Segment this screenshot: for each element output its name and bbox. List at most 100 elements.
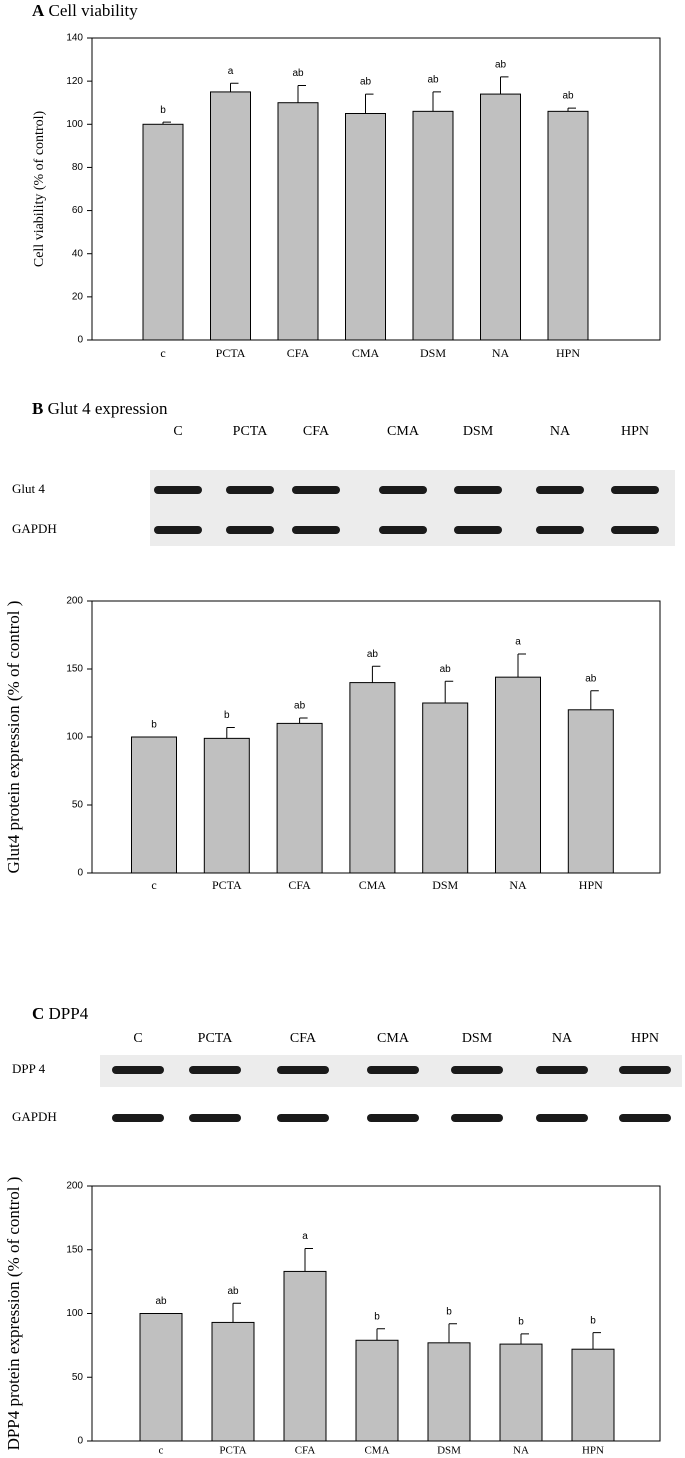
error-bar xyxy=(230,82,239,92)
error-bar xyxy=(448,1323,457,1343)
blot-band xyxy=(536,1066,588,1074)
significance-label: b xyxy=(374,1311,380,1322)
panel-letter: A xyxy=(32,1,45,20)
x-tick-label: CMA xyxy=(359,878,387,892)
y-tick-label: 60 xyxy=(72,205,84,216)
bar xyxy=(345,113,386,341)
significance-label: b xyxy=(160,105,166,116)
x-tick-label: CFA xyxy=(295,1445,316,1457)
bar xyxy=(131,736,177,874)
error-bar xyxy=(520,1333,529,1345)
blot-band xyxy=(367,1114,419,1122)
y-tick-label: 120 xyxy=(66,76,83,87)
bar xyxy=(499,1343,543,1442)
significance-label: a xyxy=(302,1231,308,1242)
blot-band xyxy=(189,1066,241,1074)
y-tick-label: 140 xyxy=(66,33,83,44)
error-bar xyxy=(297,84,306,103)
significance-label: ab xyxy=(427,75,439,86)
blot-row-label: GAPDH xyxy=(12,521,57,536)
blot-band xyxy=(277,1114,329,1122)
significance-label: b xyxy=(224,710,230,721)
blot-band xyxy=(379,486,427,494)
lane-label: DSM xyxy=(463,424,494,439)
x-tick-label: PCTA xyxy=(212,878,242,892)
error-bar xyxy=(232,1302,241,1323)
error-bar xyxy=(590,690,599,710)
significance-label: ab xyxy=(367,649,379,660)
blot-band xyxy=(611,526,659,534)
blot-band xyxy=(619,1114,671,1122)
y-tick-label: 80 xyxy=(72,162,84,173)
bar xyxy=(422,702,469,874)
error-bar xyxy=(304,1247,313,1272)
blot-band xyxy=(189,1114,241,1122)
blot-strip xyxy=(150,470,675,546)
significance-label: b xyxy=(446,1306,452,1317)
lane-label: PCTA xyxy=(198,1031,234,1046)
x-tick-label: c xyxy=(160,346,165,360)
panel-letter: B xyxy=(32,399,43,418)
y-tick-label: 40 xyxy=(72,248,84,259)
lane-label: NA xyxy=(550,424,571,439)
lane-label: HPN xyxy=(621,424,649,439)
lane-label: C xyxy=(173,424,182,439)
significance-label: ab xyxy=(585,673,597,684)
significance-label: ab xyxy=(155,1296,167,1307)
blot-band xyxy=(536,1114,588,1122)
significance-label: ab xyxy=(294,701,306,712)
y-tick-label: 200 xyxy=(66,596,83,607)
significance-label: b xyxy=(590,1315,596,1326)
blot-band xyxy=(277,1066,329,1074)
lane-label: NA xyxy=(552,1031,573,1046)
blot-band xyxy=(226,486,274,494)
blot-band xyxy=(154,486,202,494)
error-bar xyxy=(592,1332,601,1350)
bar xyxy=(349,682,396,874)
significance-label: a xyxy=(515,637,521,648)
bar xyxy=(355,1339,399,1442)
blot-band xyxy=(367,1066,419,1074)
y-tick-label: 50 xyxy=(72,800,84,811)
blot-band xyxy=(454,526,502,534)
bar xyxy=(277,102,319,341)
panel-title: C DPP4 xyxy=(32,1004,89,1023)
blot-band xyxy=(536,526,584,534)
x-tick-label: HPN xyxy=(579,878,603,892)
bar xyxy=(547,110,589,341)
y-tick-label: 100 xyxy=(66,1308,83,1319)
blot-band xyxy=(536,486,584,494)
x-tick-label: DSM xyxy=(420,346,446,360)
y-tick-label: 0 xyxy=(77,335,83,346)
y-tick-label: 0 xyxy=(77,1436,83,1447)
bar xyxy=(283,1270,327,1442)
x-tick-label: HPN xyxy=(582,1445,604,1457)
title-text: Glut 4 expression xyxy=(48,399,168,418)
error-bar xyxy=(371,665,381,683)
blot-band xyxy=(454,486,502,494)
significance-label: ab xyxy=(227,1286,239,1297)
y-tick-label: 200 xyxy=(66,1181,83,1192)
error-bar xyxy=(444,680,454,703)
x-tick-label: CMA xyxy=(352,346,380,360)
lane-label: CMA xyxy=(387,424,420,439)
title-text: Cell viability xyxy=(49,1,139,20)
error-bar xyxy=(432,91,441,112)
lane-label: CMA xyxy=(377,1031,410,1046)
bar xyxy=(567,709,614,874)
y-tick-label: 150 xyxy=(66,1244,83,1255)
bar xyxy=(412,110,454,341)
lane-label: DSM xyxy=(462,1031,493,1046)
x-tick-label: PCTA xyxy=(219,1445,246,1457)
blot-band xyxy=(292,526,340,534)
x-tick-label: PCTA xyxy=(216,346,246,360)
significance-label: b xyxy=(151,720,157,731)
error-bar xyxy=(162,121,171,125)
bar xyxy=(480,93,521,341)
blot-band xyxy=(292,486,340,494)
blot-band xyxy=(611,486,659,494)
bar xyxy=(203,737,250,874)
blot-band xyxy=(451,1114,503,1122)
